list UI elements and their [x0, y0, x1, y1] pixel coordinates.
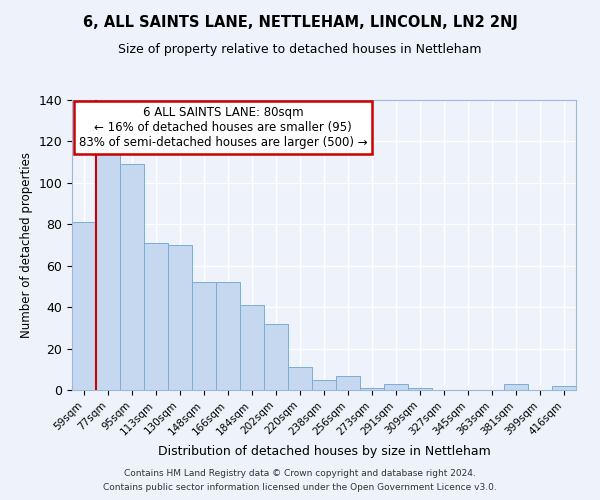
X-axis label: Distribution of detached houses by size in Nettleham: Distribution of detached houses by size …: [158, 445, 490, 458]
Text: 6 ALL SAINTS LANE: 80sqm
← 16% of detached houses are smaller (95)
83% of semi-d: 6 ALL SAINTS LANE: 80sqm ← 16% of detach…: [79, 106, 368, 149]
Bar: [360, 388, 384, 390]
Text: Contains public sector information licensed under the Open Government Licence v3: Contains public sector information licen…: [103, 484, 497, 492]
Bar: [216, 282, 240, 390]
Y-axis label: Number of detached properties: Number of detached properties: [20, 152, 33, 338]
Bar: [168, 245, 192, 390]
Bar: [192, 282, 216, 390]
Bar: [144, 243, 168, 390]
Bar: [120, 164, 144, 390]
Bar: [336, 376, 360, 390]
Bar: [72, 222, 96, 390]
Bar: [504, 384, 528, 390]
Bar: [408, 388, 432, 390]
Text: Contains HM Land Registry data © Crown copyright and database right 2024.: Contains HM Land Registry data © Crown c…: [124, 468, 476, 477]
Text: 6, ALL SAINTS LANE, NETTLEHAM, LINCOLN, LN2 2NJ: 6, ALL SAINTS LANE, NETTLEHAM, LINCOLN, …: [83, 15, 517, 30]
Bar: [264, 324, 288, 390]
Bar: [384, 384, 408, 390]
Bar: [288, 367, 312, 390]
Text: Size of property relative to detached houses in Nettleham: Size of property relative to detached ho…: [118, 42, 482, 56]
Bar: [96, 154, 120, 390]
Bar: [240, 305, 264, 390]
Bar: [312, 380, 336, 390]
Bar: [552, 386, 576, 390]
